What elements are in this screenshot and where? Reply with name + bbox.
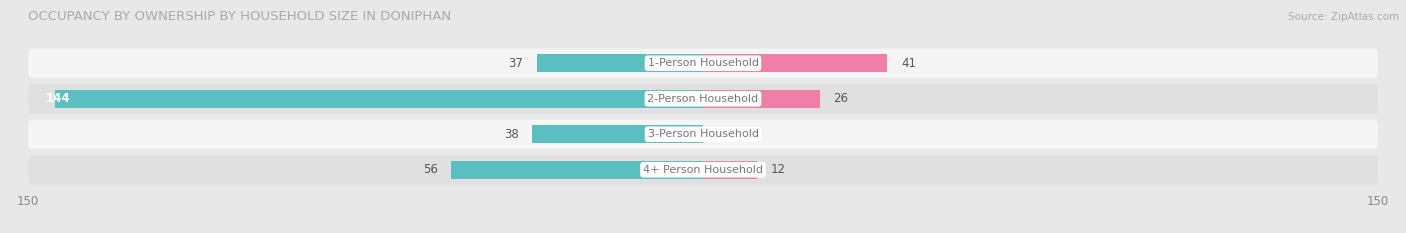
- Bar: [537, 54, 703, 72]
- Bar: [531, 125, 703, 144]
- FancyBboxPatch shape: [28, 49, 1378, 78]
- Text: 38: 38: [503, 128, 519, 141]
- Text: 4+ Person Household: 4+ Person Household: [643, 165, 763, 175]
- Text: 3-Person Household: 3-Person Household: [648, 129, 758, 139]
- FancyBboxPatch shape: [28, 155, 1378, 184]
- Text: 1-Person Household: 1-Person Household: [648, 58, 758, 68]
- Text: 41: 41: [901, 57, 915, 70]
- Text: Source: ZipAtlas.com: Source: ZipAtlas.com: [1288, 12, 1399, 22]
- FancyBboxPatch shape: [28, 120, 1378, 149]
- Bar: [55, 89, 703, 108]
- FancyBboxPatch shape: [28, 84, 1378, 113]
- Text: OCCUPANCY BY OWNERSHIP BY HOUSEHOLD SIZE IN DONIPHAN: OCCUPANCY BY OWNERSHIP BY HOUSEHOLD SIZE…: [28, 10, 451, 23]
- Text: 56: 56: [423, 163, 437, 176]
- Text: 26: 26: [834, 92, 848, 105]
- Text: 12: 12: [770, 163, 786, 176]
- Text: 37: 37: [508, 57, 523, 70]
- Bar: [703, 161, 756, 179]
- Bar: [703, 89, 820, 108]
- Bar: [451, 161, 703, 179]
- Text: 0: 0: [717, 128, 724, 141]
- Text: 2-Person Household: 2-Person Household: [647, 94, 759, 104]
- Bar: [703, 54, 887, 72]
- Text: 144: 144: [46, 92, 70, 105]
